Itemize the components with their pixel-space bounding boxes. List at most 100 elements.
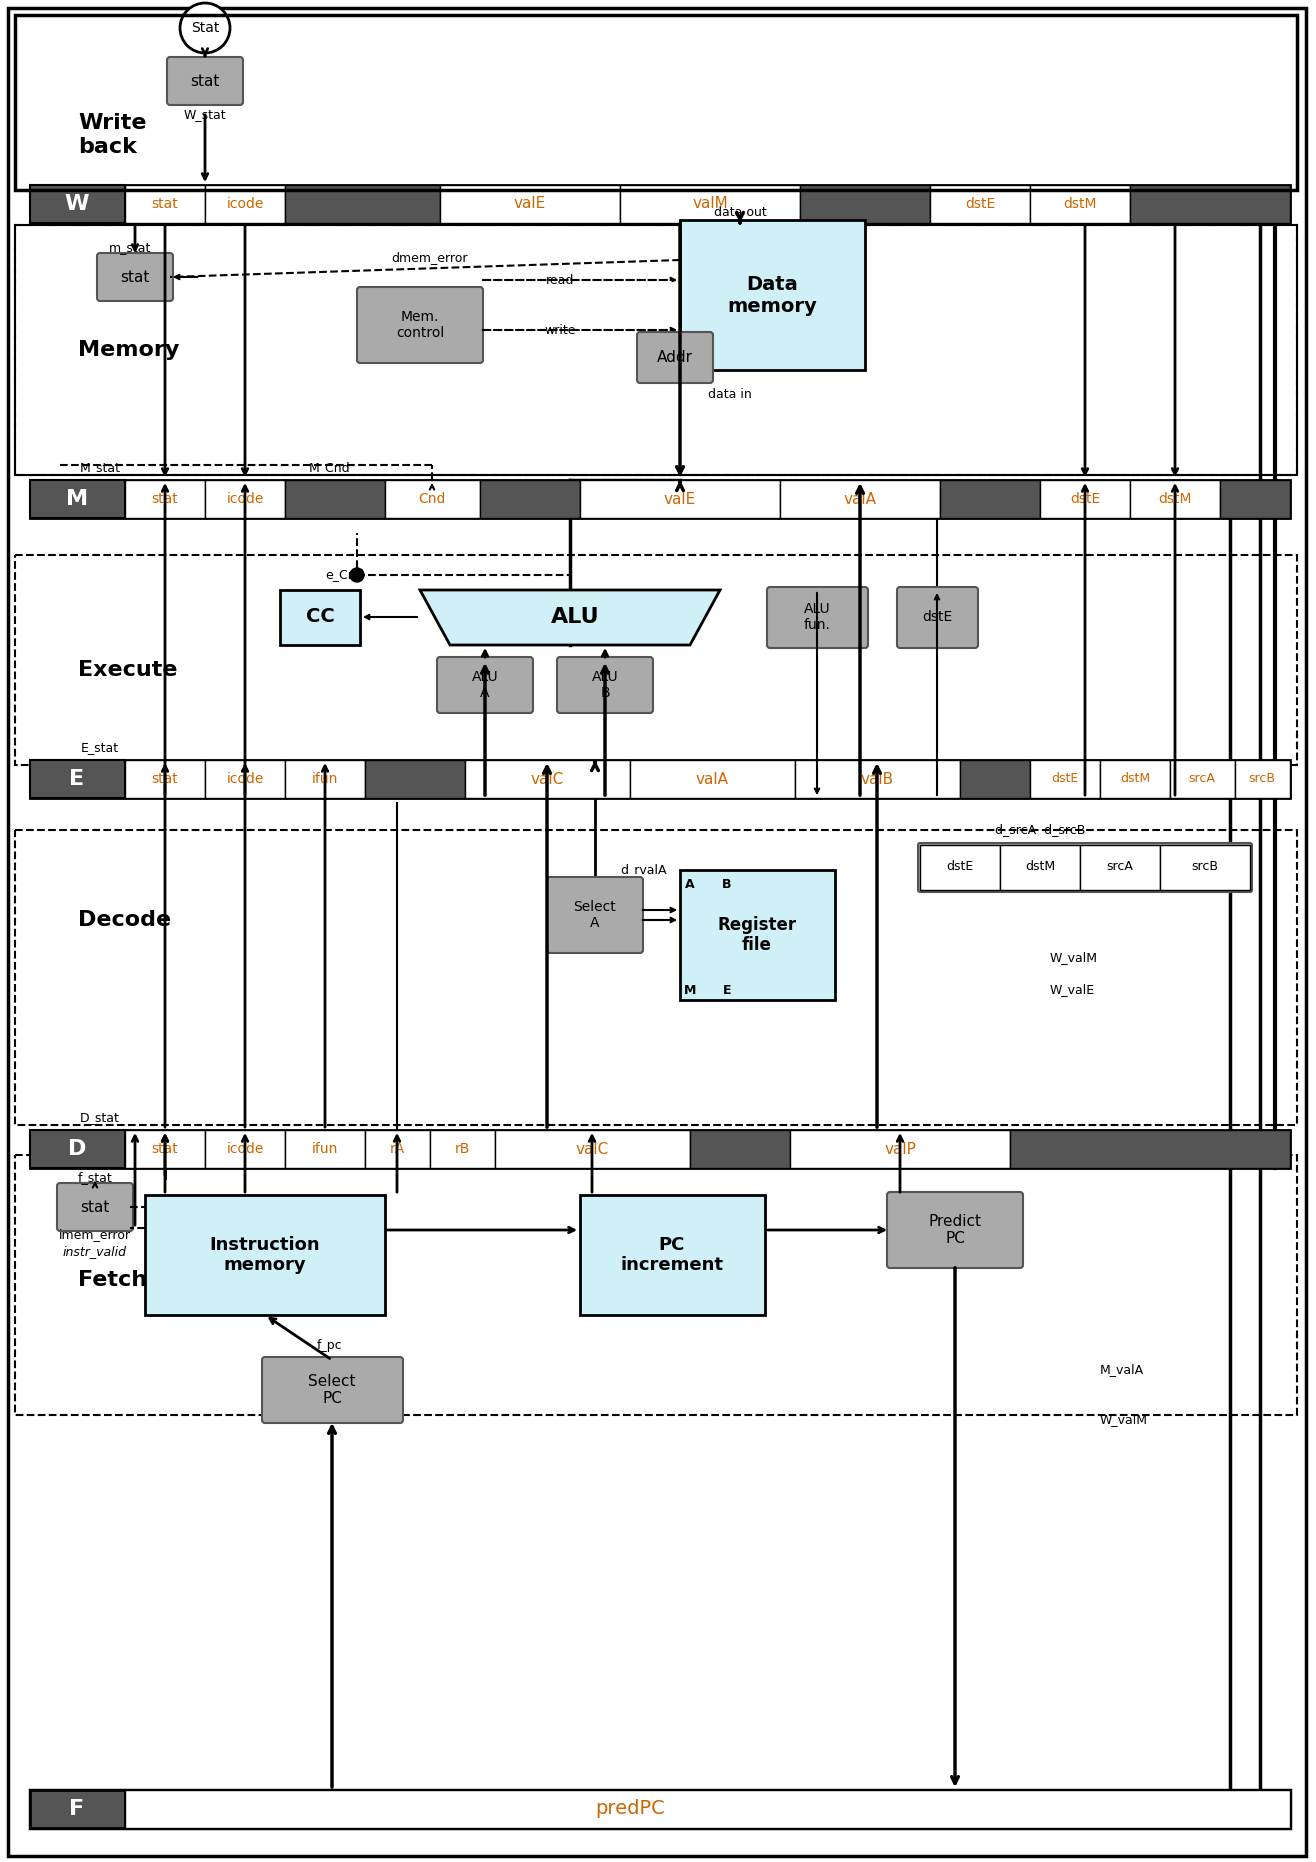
- Text: valE: valE: [663, 492, 696, 506]
- Text: Addr: Addr: [657, 350, 694, 365]
- Bar: [790, 1130, 1009, 1167]
- Text: M: M: [684, 983, 696, 996]
- Text: srcB: srcB: [1191, 860, 1219, 873]
- Bar: [386, 480, 480, 518]
- Bar: [125, 1130, 205, 1167]
- Bar: [145, 1195, 386, 1315]
- Text: E: E: [722, 983, 732, 996]
- Text: valA: valA: [844, 492, 876, 506]
- Text: M_stat: M_stat: [79, 462, 121, 475]
- FancyBboxPatch shape: [887, 1192, 1023, 1268]
- Text: ifun: ifun: [312, 773, 338, 786]
- Bar: [630, 760, 795, 799]
- Text: srcB: srcB: [1249, 773, 1275, 786]
- Text: dstM: dstM: [1120, 773, 1150, 786]
- Bar: [1220, 480, 1290, 518]
- Bar: [920, 845, 1000, 890]
- Bar: [205, 480, 286, 518]
- Text: d_rvalA: d_rvalA: [620, 864, 666, 877]
- Text: ALU
B: ALU B: [592, 670, 619, 700]
- Text: rB: rB: [454, 1141, 470, 1156]
- Bar: [205, 760, 286, 799]
- Bar: [1030, 184, 1130, 223]
- Bar: [30, 480, 125, 518]
- Text: W_stat: W_stat: [184, 108, 226, 121]
- Text: W_valM: W_valM: [1050, 951, 1098, 965]
- Text: valE: valE: [513, 197, 546, 212]
- Bar: [800, 184, 930, 223]
- FancyBboxPatch shape: [437, 657, 533, 713]
- Text: PC
increment: PC increment: [621, 1236, 724, 1274]
- Text: imem_error: imem_error: [59, 1229, 132, 1242]
- Text: Stat: Stat: [191, 20, 220, 35]
- Text: Mem.
control: Mem. control: [396, 309, 443, 341]
- Bar: [580, 1195, 765, 1315]
- Bar: [30, 1789, 125, 1828]
- Text: valM: valM: [692, 197, 728, 212]
- Text: E: E: [70, 769, 84, 789]
- Text: B: B: [722, 879, 732, 892]
- Bar: [30, 184, 125, 223]
- Text: valP: valP: [884, 1141, 916, 1156]
- Circle shape: [180, 4, 230, 52]
- Bar: [14, 225, 1298, 475]
- FancyBboxPatch shape: [167, 58, 243, 104]
- Bar: [286, 760, 365, 799]
- Text: valC: valC: [530, 771, 563, 786]
- Bar: [14, 830, 1298, 1125]
- Text: CC: CC: [305, 607, 334, 626]
- Bar: [690, 1130, 790, 1167]
- Text: icode: icode: [226, 773, 263, 786]
- Text: dstE: dstE: [1070, 492, 1100, 506]
- Text: W: W: [64, 194, 89, 214]
- Bar: [14, 225, 1298, 475]
- FancyBboxPatch shape: [898, 587, 978, 648]
- Text: dstM: dstM: [1158, 492, 1192, 506]
- Text: ifun: ifun: [312, 1141, 338, 1156]
- Bar: [1100, 760, 1170, 799]
- Text: Memory: Memory: [78, 341, 179, 359]
- Bar: [30, 480, 1290, 518]
- Bar: [440, 184, 620, 223]
- Text: valC: valC: [575, 1141, 608, 1156]
- Text: data in: data in: [708, 389, 751, 402]
- Text: ALU
A: ALU A: [471, 670, 499, 700]
- Bar: [286, 184, 440, 223]
- Text: Decode: Decode: [78, 911, 171, 929]
- Text: srcA: srcA: [1107, 860, 1133, 873]
- Bar: [1170, 760, 1234, 799]
- Text: W_valE: W_valE: [1050, 983, 1095, 996]
- FancyBboxPatch shape: [262, 1357, 403, 1423]
- Bar: [930, 184, 1030, 223]
- Bar: [14, 555, 1298, 765]
- Bar: [795, 760, 959, 799]
- Bar: [1130, 184, 1290, 223]
- Text: icode: icode: [226, 492, 263, 506]
- Text: m_stat: m_stat: [109, 242, 151, 255]
- Text: M_Cnd: M_Cnd: [309, 462, 351, 475]
- FancyBboxPatch shape: [557, 657, 653, 713]
- Text: read: read: [546, 274, 574, 287]
- FancyBboxPatch shape: [57, 1182, 133, 1231]
- Text: icode: icode: [226, 197, 263, 210]
- Bar: [280, 590, 361, 644]
- Bar: [30, 1130, 125, 1167]
- Bar: [286, 480, 386, 518]
- Text: d_srcA  d_srcB: d_srcA d_srcB: [995, 823, 1086, 836]
- Bar: [959, 760, 1030, 799]
- Bar: [780, 480, 940, 518]
- Bar: [365, 760, 465, 799]
- Text: D: D: [68, 1140, 86, 1158]
- Text: dstM: dstM: [1025, 860, 1055, 873]
- Text: Select
PC: Select PC: [308, 1374, 355, 1406]
- Text: dstE: dstE: [946, 860, 974, 873]
- Text: srcA: srcA: [1188, 773, 1216, 786]
- FancyBboxPatch shape: [767, 587, 869, 648]
- Text: f_pc: f_pc: [317, 1339, 342, 1352]
- Bar: [1000, 845, 1080, 890]
- Text: ALU: ALU: [550, 607, 599, 627]
- Bar: [286, 1130, 365, 1167]
- Bar: [125, 480, 205, 518]
- Bar: [680, 220, 865, 371]
- Text: dstE: dstE: [965, 197, 995, 210]
